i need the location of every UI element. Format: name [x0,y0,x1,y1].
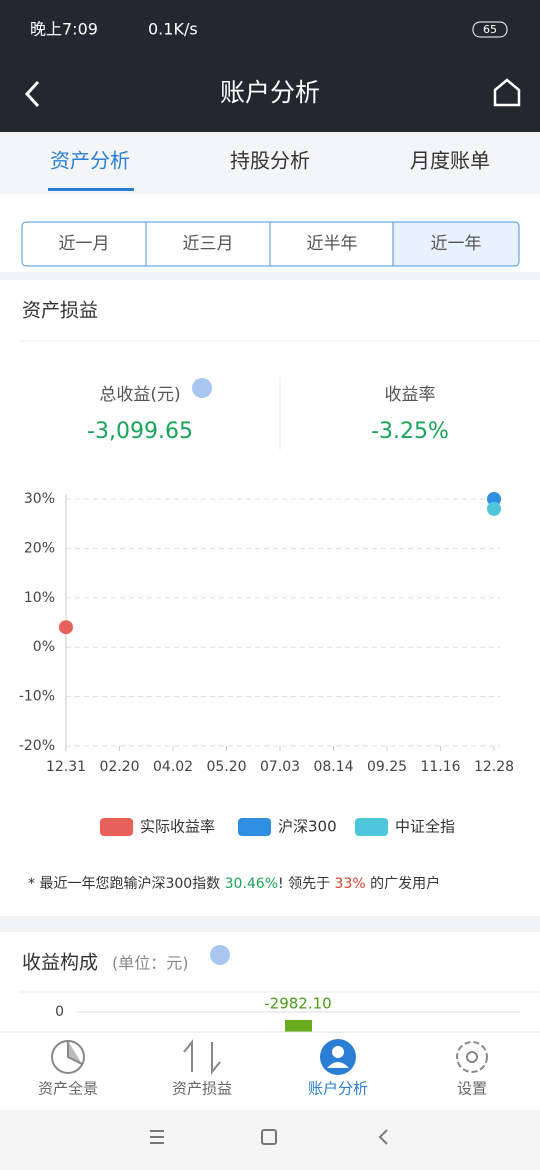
legend-swatch [355,818,388,836]
legend-swatch [100,818,133,836]
home-button[interactable] [261,1129,277,1145]
y-tick-label: -10% [19,689,55,705]
tab[interactable]: 资产分析 [50,149,130,173]
x-tick-label: 02.20 [99,759,139,775]
info-icon[interactable] [210,945,230,965]
nav-label[interactable]: 资产全景 [38,1080,98,1098]
nav-icon [466,1051,478,1063]
x-tick-label: 05.20 [206,759,246,775]
footnote-text: ! 领先于 [278,876,335,892]
rate-label: 收益率 [385,385,436,405]
home-button[interactable] [493,78,521,107]
end-marker [487,501,501,516]
x-tick-label: 12.28 [474,759,514,775]
footnote-value: 33% [335,876,366,892]
tab-indicator [48,188,134,191]
back-button[interactable] [24,80,40,108]
y-tick-label: 0 [55,1004,64,1020]
start-marker [59,620,73,635]
legend-label: 中证全指 [395,818,455,836]
y-tick-label: -20% [19,738,55,754]
nav-icon[interactable] [183,1039,221,1075]
footnote-text: * 最近一年您跑输沪深300指数 [28,875,225,892]
tab[interactable]: 月度账单 [410,149,490,173]
footnote: * 最近一年您跑输沪深300指数 30.46%! 领先于 33% 的广发用户 [28,875,440,892]
period-active [393,222,519,266]
battery [472,21,508,38]
nav-label[interactable]: 账户分析 [308,1080,368,1098]
period-button[interactable]: 近一月 [59,234,110,254]
legend-swatch [238,818,271,836]
bottom-nav [0,1032,540,1110]
nav-icon [332,1046,344,1058]
rate-value: -3.25% [371,419,449,444]
period-button[interactable]: 近半年 [307,234,358,254]
y-tick-label: 0% [33,639,55,655]
x-tick-label: 08.14 [313,759,353,775]
x-tick-label: 11.16 [420,759,460,775]
nav-icon [67,1041,83,1065]
total-label: 总收益(元) [99,385,180,405]
end-marker [487,492,501,506]
nav-title: 账户分析 [220,78,320,107]
period-button[interactable]: 近三月 [183,234,234,254]
section-title: 资产损益 [22,300,98,322]
nav-label[interactable]: 资产损益 [172,1080,232,1098]
period-button[interactable]: 近一年 [431,234,482,254]
y-tick-label: 30% [24,491,55,507]
battery-level: 65 [483,23,497,36]
x-tick-label: 12.31 [46,759,86,775]
nav-label[interactable]: 设置 [457,1080,487,1098]
section-unit: (单位：元) [112,954,189,973]
tab-bar [0,132,540,194]
footnote-value: 30.46% [225,876,278,892]
back-button[interactable] [378,1129,388,1145]
value-label: -2982.10 [264,995,331,1013]
total-value: -3,099.65 [87,419,193,444]
legend-label: 沪深300 [278,818,337,836]
x-tick-label: 07.03 [260,759,300,775]
y-tick-label: 10% [24,590,55,606]
header [0,0,540,132]
y-tick-label: 20% [24,540,55,556]
nav-icon[interactable] [456,1041,488,1073]
footnote-text: 的广发用户 [366,875,440,892]
legend-label: 实际收益率 [140,818,215,836]
x-tick-label: 09.25 [367,759,407,775]
line-chart: -20% -10% 0% 10% 20% 30% 12.31 02.20 04.02 05.20 0… [19,491,514,836]
tab[interactable]: 持股分析 [230,149,310,173]
system-nav [0,1110,540,1170]
separator [0,916,540,932]
status-time: 晚上7:09 [30,20,98,39]
status-speed: 0.1K/s [148,20,198,39]
x-tick-label: 04.02 [153,759,193,775]
info-icon[interactable] [192,378,212,398]
nav-icon [327,1062,349,1068]
section-title: 收益构成 [22,952,98,974]
separator [0,272,540,280]
menu-button[interactable] [150,1130,164,1144]
